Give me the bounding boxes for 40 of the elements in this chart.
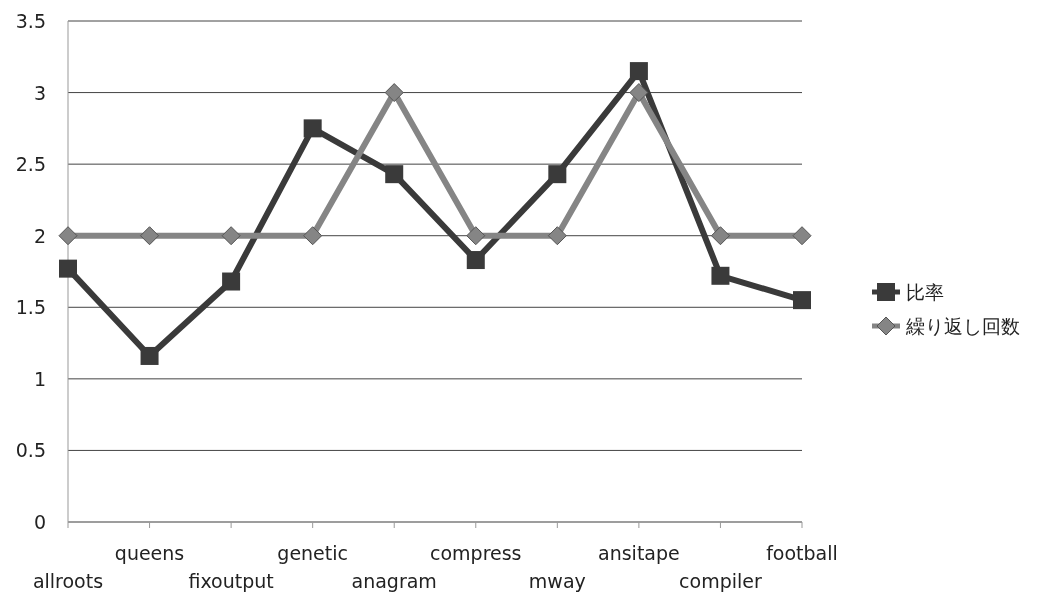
y-tick-label: 2 — [33, 224, 46, 247]
point — [384, 83, 404, 103]
point — [710, 226, 730, 246]
point — [547, 226, 567, 246]
point — [548, 165, 567, 184]
point — [140, 226, 160, 246]
point — [466, 251, 485, 270]
point — [466, 226, 486, 246]
x-tick-label: football — [766, 542, 838, 564]
point — [303, 226, 323, 246]
point — [629, 83, 649, 103]
y-tick-label: 2.5 — [15, 153, 46, 176]
y-tick-label: 1 — [33, 367, 46, 390]
x-tick-label: compress — [430, 542, 522, 564]
point — [59, 259, 77, 278]
point — [140, 346, 159, 365]
point — [629, 62, 648, 81]
point — [222, 272, 241, 291]
point — [58, 226, 78, 246]
point — [792, 226, 812, 246]
x-tick-label: compiler — [679, 570, 762, 592]
y-tick-label: 3 — [33, 81, 46, 104]
y-tick-label: 3.5 — [15, 10, 46, 32]
legend-label: 比率 — [906, 281, 944, 303]
point — [793, 291, 811, 310]
x-tick-label: mway — [528, 570, 586, 592]
x-tick-label: genetic — [277, 542, 348, 564]
x-tick-label: fixoutput — [188, 570, 274, 592]
y-tick-label: 0 — [33, 511, 46, 533]
x-tick-label: anagram — [351, 570, 437, 592]
point — [221, 226, 241, 246]
x-tick-label: allroots — [32, 570, 104, 592]
x-tick-label: queens — [114, 542, 185, 564]
y-tick-label: 0.5 — [15, 439, 46, 462]
x-tick-label: ansitape — [598, 542, 680, 564]
point — [385, 165, 404, 184]
point — [711, 266, 730, 285]
legend-label: 繰り返し回数 — [905, 315, 1020, 337]
point — [303, 119, 322, 138]
y-tick-label: 1.5 — [15, 296, 46, 319]
